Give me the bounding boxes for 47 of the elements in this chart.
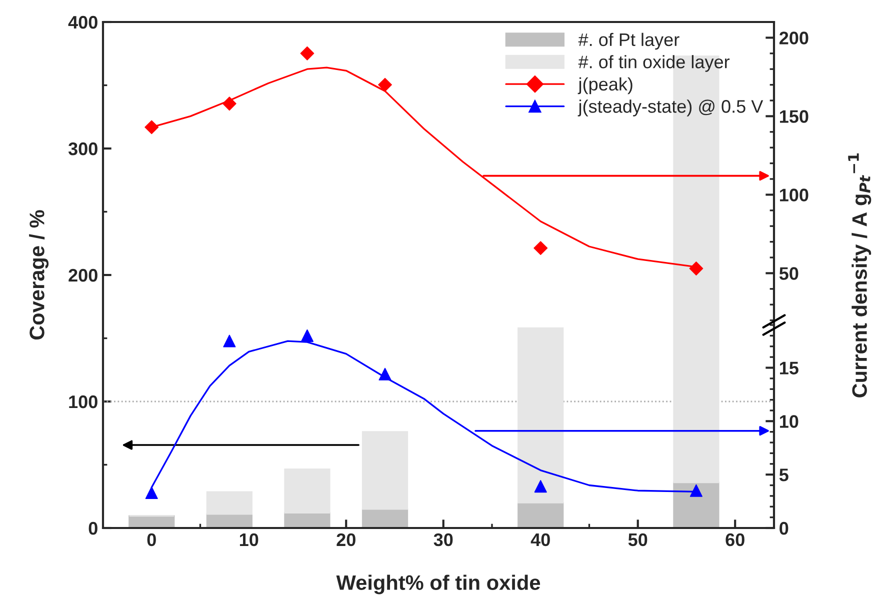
- point: [534, 241, 548, 256]
- legend-label: j(peak): [578, 77, 632, 94]
- y2-tick-label: 10: [780, 415, 798, 428]
- y2-tick-label: 15: [780, 362, 798, 374]
- point: [144, 120, 159, 134]
- y-tick-label: 200: [68, 268, 98, 282]
- bar: [284, 512, 330, 528]
- point: [378, 368, 392, 380]
- x-tick-label: 30: [434, 533, 453, 546]
- x-tick-label: 60: [726, 533, 744, 546]
- y-tick-label: 400: [68, 16, 98, 29]
- point: [145, 486, 158, 500]
- bar: [284, 468, 330, 514]
- x-tick-label: 10: [240, 533, 258, 546]
- y2-axis-title: Current density / A g$_{Pt}$$^{−1}$: [848, 153, 872, 398]
- legend-label: #. of tin oxide layer: [578, 55, 730, 72]
- bar: [673, 482, 720, 528]
- point: [534, 480, 547, 493]
- y3-tick-label: 50: [779, 267, 798, 280]
- bar: [362, 431, 408, 510]
- point: [378, 78, 392, 92]
- y3-tick-label: 200: [779, 32, 808, 44]
- x-tick-label: 50: [628, 533, 648, 546]
- legend-label: j(steady-state) @ 0.5 V: [578, 100, 764, 116]
- legend-label: #. of Pt layer: [578, 32, 680, 50]
- point: [300, 46, 314, 60]
- bar: [518, 327, 564, 504]
- x-tick-label: 0: [147, 533, 156, 546]
- y3-tick-label: 150: [780, 110, 808, 123]
- x-tick-label: 20: [336, 533, 356, 546]
- y3-tick-label: 100: [780, 188, 808, 202]
- bar: [206, 491, 252, 515]
- y-tick-label: 300: [68, 142, 98, 156]
- bar: [362, 508, 408, 528]
- x-tick-label: 40: [530, 533, 550, 546]
- y-axis-title: Coverage / %: [29, 210, 49, 340]
- point: [223, 334, 236, 348]
- y2-tick-label: 0: [780, 522, 788, 535]
- y-tick-label: 100: [69, 395, 98, 408]
- point: [690, 484, 702, 497]
- y-tick-label: 0: [88, 522, 98, 535]
- y2-tick-label: 5: [779, 468, 788, 482]
- point: [300, 329, 314, 342]
- x-axis-title: Weight% of tin oxide: [336, 574, 540, 594]
- point: [222, 96, 236, 111]
- point: [689, 262, 704, 276]
- bar: [518, 502, 564, 528]
